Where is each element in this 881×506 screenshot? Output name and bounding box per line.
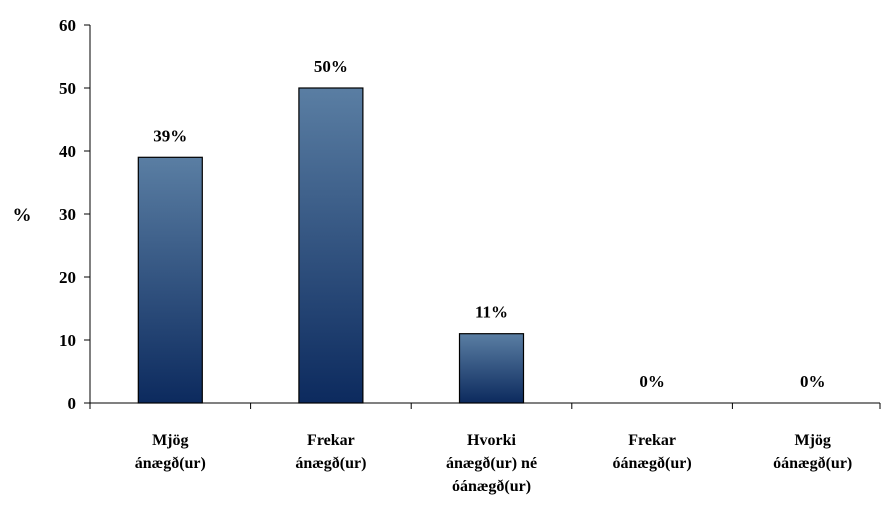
y-tick-label: 20 — [59, 268, 76, 287]
x-category-label: Mjög óánægð(ur) — [773, 432, 852, 472]
y-tick-label: 40 — [59, 142, 76, 161]
category-labels: Mjög ánægð(ur) Frekar ánægð(ur) Hvorki ánægð(… — [135, 432, 853, 495]
y-tick-label: 50 — [59, 79, 76, 98]
data-labels: 39% 50% 11% 0% 0% — [153, 57, 825, 391]
x-category-label: Frekar óánægð(ur) — [613, 432, 692, 472]
y-tick-label: 0 — [68, 394, 77, 413]
y-tick-label: 60 — [59, 16, 76, 35]
data-label: 50% — [314, 57, 348, 76]
y-axis-title: % — [13, 205, 32, 226]
x-category-label: Hvorki ánægð(ur) né óánægð(ur) — [446, 432, 537, 495]
y-tick-label: 30 — [59, 205, 76, 224]
bar-series — [137, 87, 525, 404]
data-label: 0% — [800, 372, 826, 391]
data-label: 11% — [475, 303, 508, 322]
bar — [137, 156, 203, 404]
bar — [298, 87, 364, 404]
data-label: 39% — [153, 126, 187, 145]
y-tick-label: 10 — [59, 331, 76, 350]
bar — [458, 333, 525, 404]
data-label: 0% — [639, 372, 665, 391]
x-category-label: Frekar ánægð(ur) — [295, 432, 366, 472]
x-category-label: Mjög ánægð(ur) — [135, 432, 206, 472]
x-axis — [89, 402, 881, 409]
y-axis: 0 10 20 30 40 50 60 — [59, 16, 91, 413]
